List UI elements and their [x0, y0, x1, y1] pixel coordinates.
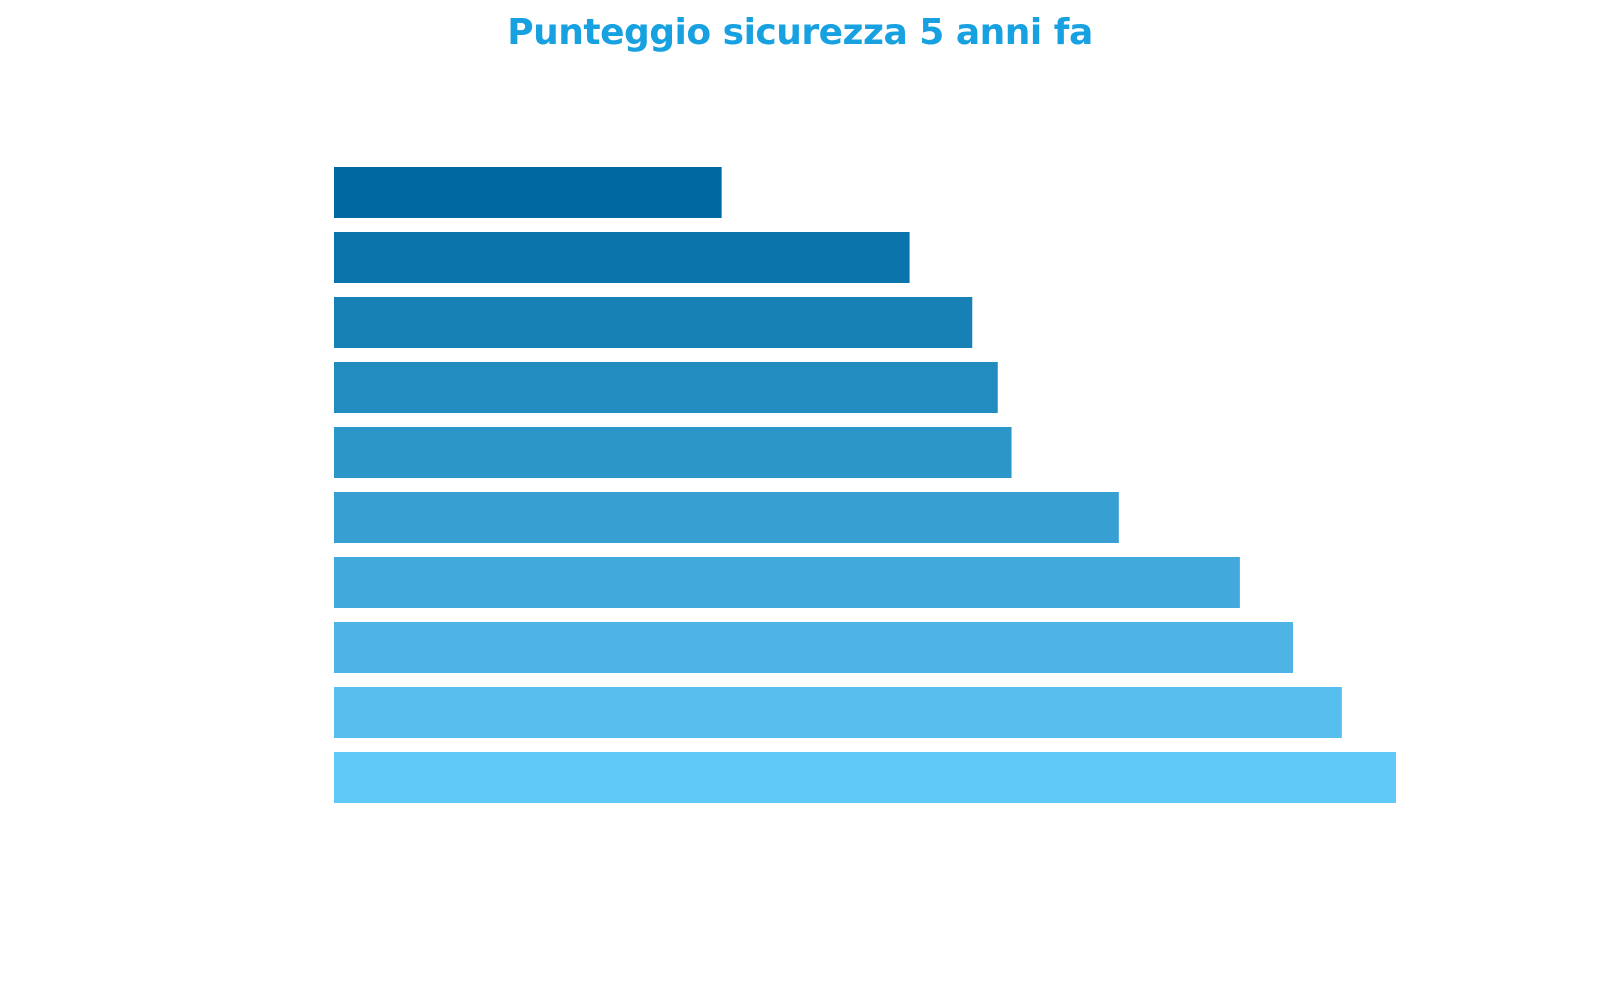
- bar-10: [334, 752, 1396, 803]
- bar-8: [334, 622, 1293, 673]
- bar-1: [334, 167, 722, 218]
- bar-4: [334, 362, 998, 413]
- bar-9: [334, 687, 1342, 738]
- bar-2: [334, 232, 910, 283]
- bars-group: [334, 167, 1396, 803]
- bar-7: [334, 557, 1240, 608]
- bar-5: [334, 427, 1012, 478]
- chart-title: Punteggio sicurezza 5 anni fa: [507, 12, 1093, 53]
- bar-6: [334, 492, 1119, 543]
- bar-3: [334, 297, 973, 348]
